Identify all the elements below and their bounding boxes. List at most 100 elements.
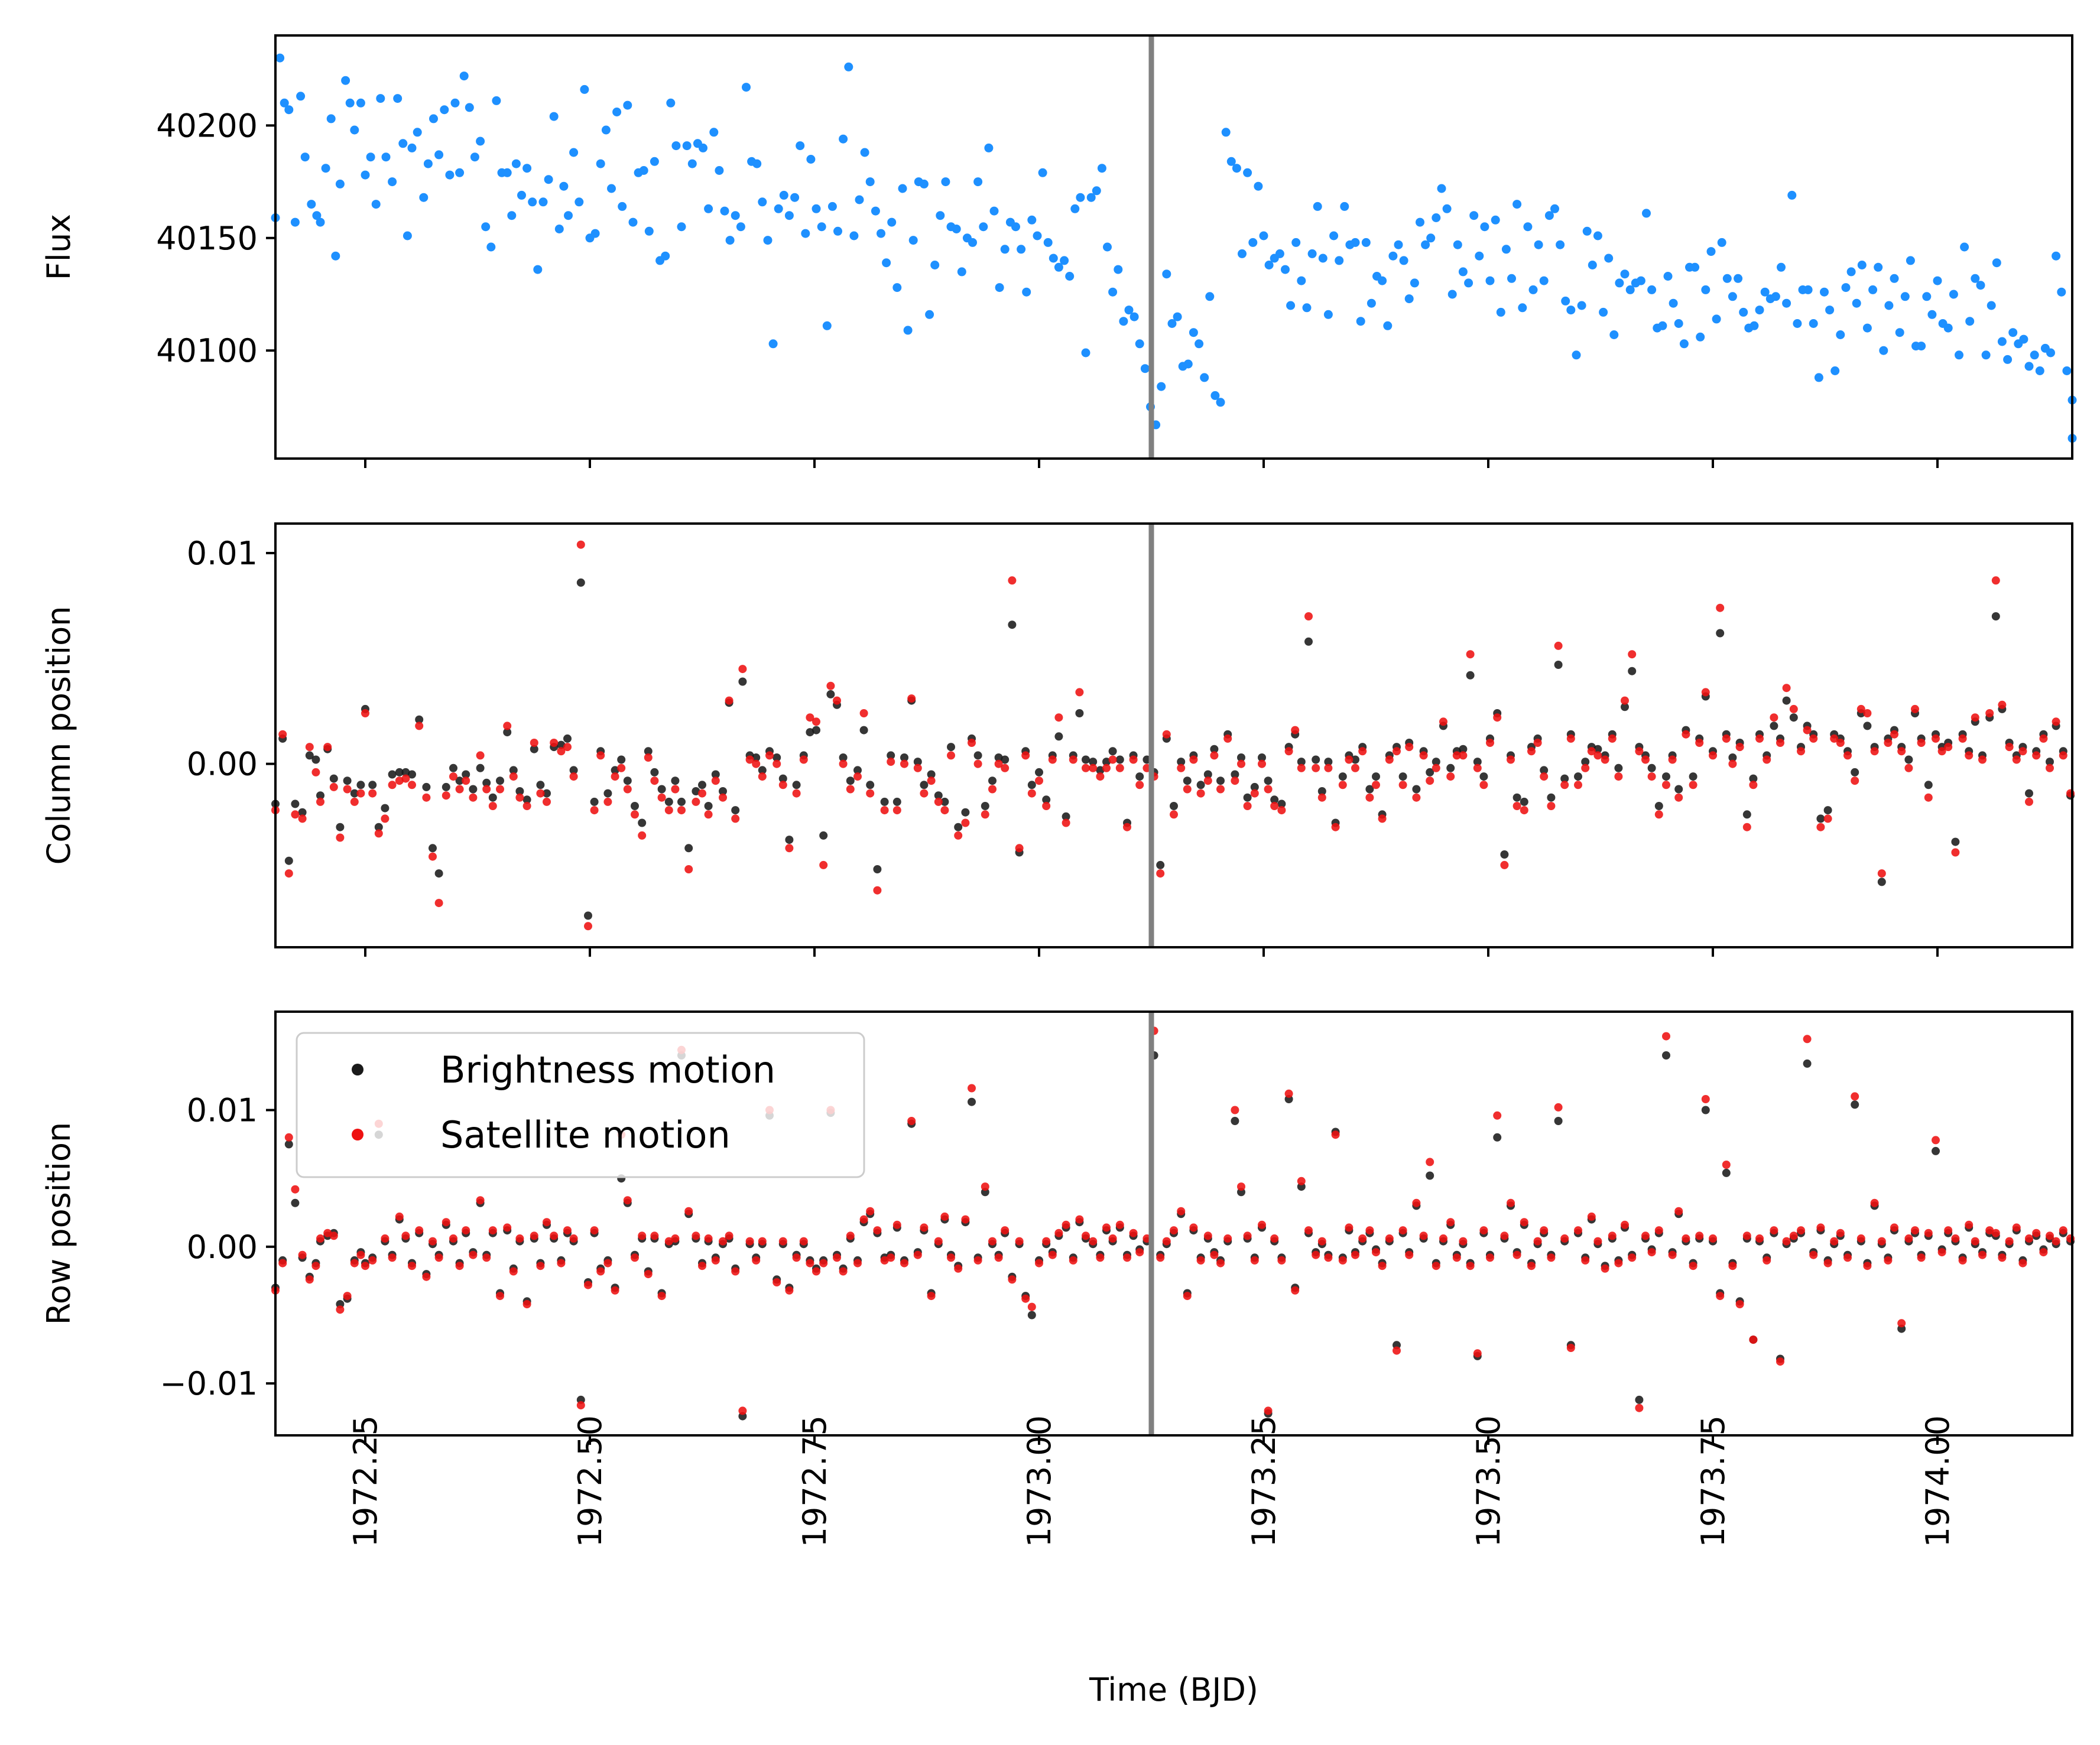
flux-y-label: Flux xyxy=(40,214,77,280)
flux-point xyxy=(849,231,859,241)
satellite-point xyxy=(1365,1226,1374,1235)
flux-point xyxy=(731,211,740,220)
brightness-point xyxy=(284,856,293,865)
flux-point xyxy=(1604,254,1614,263)
brightness-point xyxy=(442,782,450,791)
satellite-point xyxy=(907,1117,916,1125)
satellite-point xyxy=(2046,1231,2054,1240)
satellite-point xyxy=(1008,576,1017,585)
satellite-point xyxy=(1554,641,1563,650)
flux-point xyxy=(1410,278,1419,288)
satellite-point xyxy=(2032,751,2041,760)
satellite-point xyxy=(1338,781,1347,789)
flux-point xyxy=(865,177,875,187)
satellite-point xyxy=(1870,747,1879,756)
satellite-point xyxy=(2059,751,2067,760)
brightness-point xyxy=(880,797,889,806)
flux-point xyxy=(1464,278,1473,288)
brightness-point xyxy=(1662,772,1670,781)
brightness-point xyxy=(887,751,895,760)
satellite-point xyxy=(1351,763,1359,772)
satellite-point xyxy=(2005,1237,2014,1246)
flux-point xyxy=(331,251,340,261)
flux-point xyxy=(1577,301,1586,310)
flux-point xyxy=(1173,312,1182,321)
satellite-point xyxy=(422,1272,431,1281)
brightness-point xyxy=(1412,785,1421,794)
satellite-point xyxy=(515,793,524,802)
satellite-point xyxy=(1378,814,1387,823)
flux-point xyxy=(413,128,422,137)
flux-point xyxy=(1000,245,1010,254)
satellite-point xyxy=(806,713,814,722)
satellite-point xyxy=(1904,763,1913,772)
flux-point xyxy=(564,211,573,220)
satellite-point xyxy=(1830,734,1839,743)
flux-point xyxy=(1566,306,1576,315)
flux-point xyxy=(1140,364,1150,373)
flux-point xyxy=(720,206,729,216)
satellite-point xyxy=(1863,709,1872,717)
flux-point xyxy=(1890,274,1899,283)
brightness-point xyxy=(892,797,901,806)
flux-point xyxy=(855,195,864,204)
brightness-point xyxy=(1654,802,1663,810)
flux-point xyxy=(1070,204,1080,213)
satellite-point xyxy=(1937,1248,1946,1257)
brightness-point xyxy=(644,747,653,756)
brightness-point xyxy=(1135,772,1144,781)
satellite-point xyxy=(1189,755,1198,764)
satellite-point xyxy=(482,785,491,794)
satellite-point xyxy=(1062,818,1070,827)
satellite-point xyxy=(638,831,647,840)
y-tick-label: 0.00 xyxy=(187,1229,258,1266)
brightness-point xyxy=(920,781,929,789)
flux-point xyxy=(522,164,532,173)
flux-point xyxy=(979,222,988,232)
satellite-point xyxy=(623,785,632,794)
flux-point xyxy=(388,177,397,187)
satellite-point xyxy=(2018,747,2027,756)
satellite-point xyxy=(381,814,390,823)
satellite-point xyxy=(1069,755,1077,764)
satellite-point xyxy=(509,772,518,781)
brightness-point xyxy=(557,740,566,749)
satellite-point xyxy=(1317,793,1326,802)
satellite-point xyxy=(1674,793,1683,802)
satellite-point xyxy=(819,1259,828,1268)
flux-point xyxy=(1480,222,1489,232)
satellite-point xyxy=(806,1259,814,1268)
flux-point xyxy=(1836,330,1845,339)
satellite-point xyxy=(1689,1262,1697,1270)
brightness-point xyxy=(1324,758,1333,766)
brightness-point xyxy=(496,776,504,785)
brightness-point xyxy=(1203,770,1212,779)
flux-point xyxy=(419,193,429,202)
satellite-point xyxy=(671,785,680,794)
satellite-point xyxy=(988,1237,997,1246)
satellite-point xyxy=(1789,1231,1798,1240)
brightness-point xyxy=(522,795,531,804)
flux-point xyxy=(1625,285,1635,294)
flux-point xyxy=(1437,184,1446,193)
flux-point xyxy=(801,229,810,238)
brightness-point xyxy=(1231,770,1239,779)
satellite-point xyxy=(1647,772,1656,781)
satellite-point xyxy=(1621,696,1629,705)
satellite-point xyxy=(1405,1250,1414,1259)
satellite-point xyxy=(1291,1286,1300,1295)
satellite-point xyxy=(1001,763,1010,772)
flux-point xyxy=(1943,323,1953,333)
brightness-point xyxy=(934,791,943,800)
satellite-point xyxy=(994,759,1003,768)
satellite-point xyxy=(873,1226,882,1235)
satellite-point xyxy=(316,1234,324,1243)
brightness-point xyxy=(336,823,345,831)
brightness-point xyxy=(704,802,713,810)
brightness-point xyxy=(509,766,518,775)
brightness-point xyxy=(698,781,706,789)
brightness-point xyxy=(1096,766,1105,775)
satellite-point xyxy=(887,758,895,766)
satellite-point xyxy=(1890,1223,1898,1232)
flux-point xyxy=(1351,238,1360,247)
